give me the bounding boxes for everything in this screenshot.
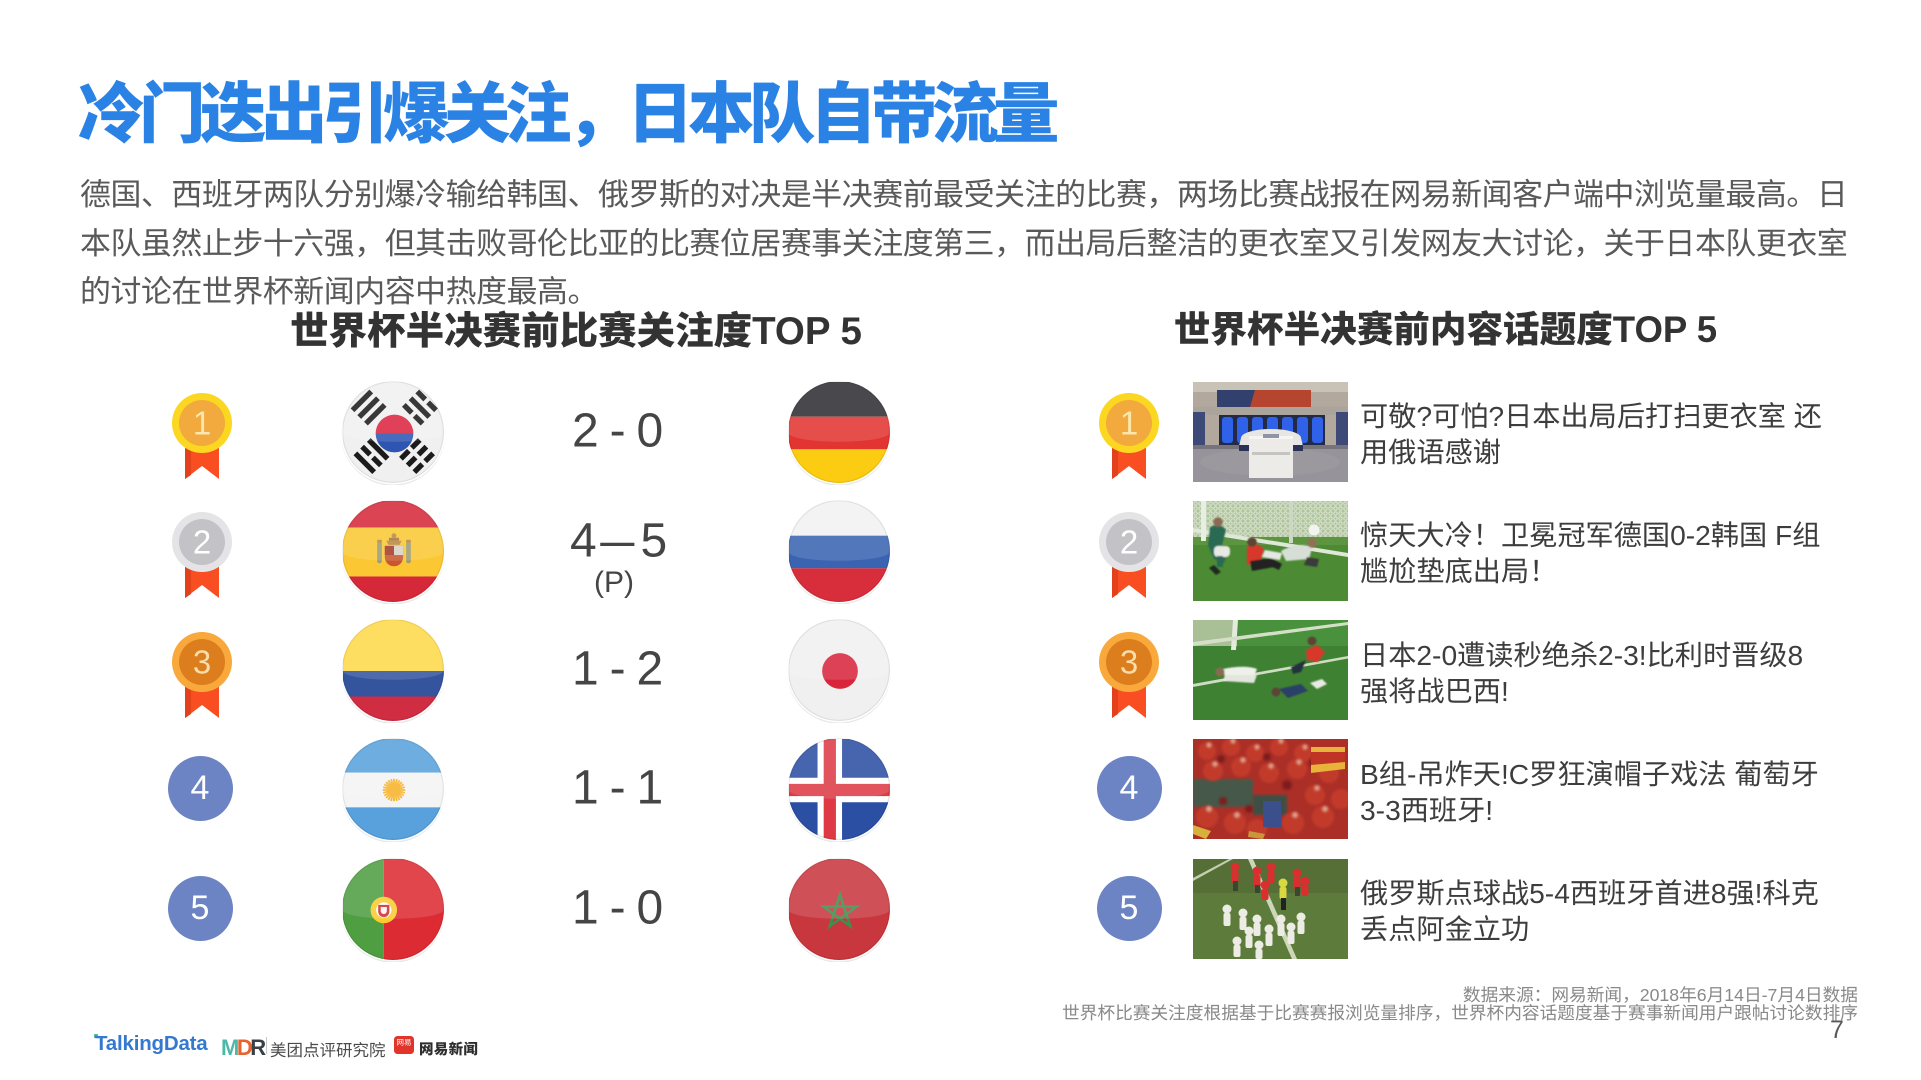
svg-text:1: 1 bbox=[1120, 405, 1138, 442]
svg-text:2: 2 bbox=[1120, 524, 1138, 561]
svg-text:3: 3 bbox=[1120, 643, 1138, 680]
svg-text:1: 1 bbox=[193, 405, 211, 442]
svg-text:3: 3 bbox=[193, 643, 211, 680]
svg-text:2: 2 bbox=[193, 524, 211, 561]
